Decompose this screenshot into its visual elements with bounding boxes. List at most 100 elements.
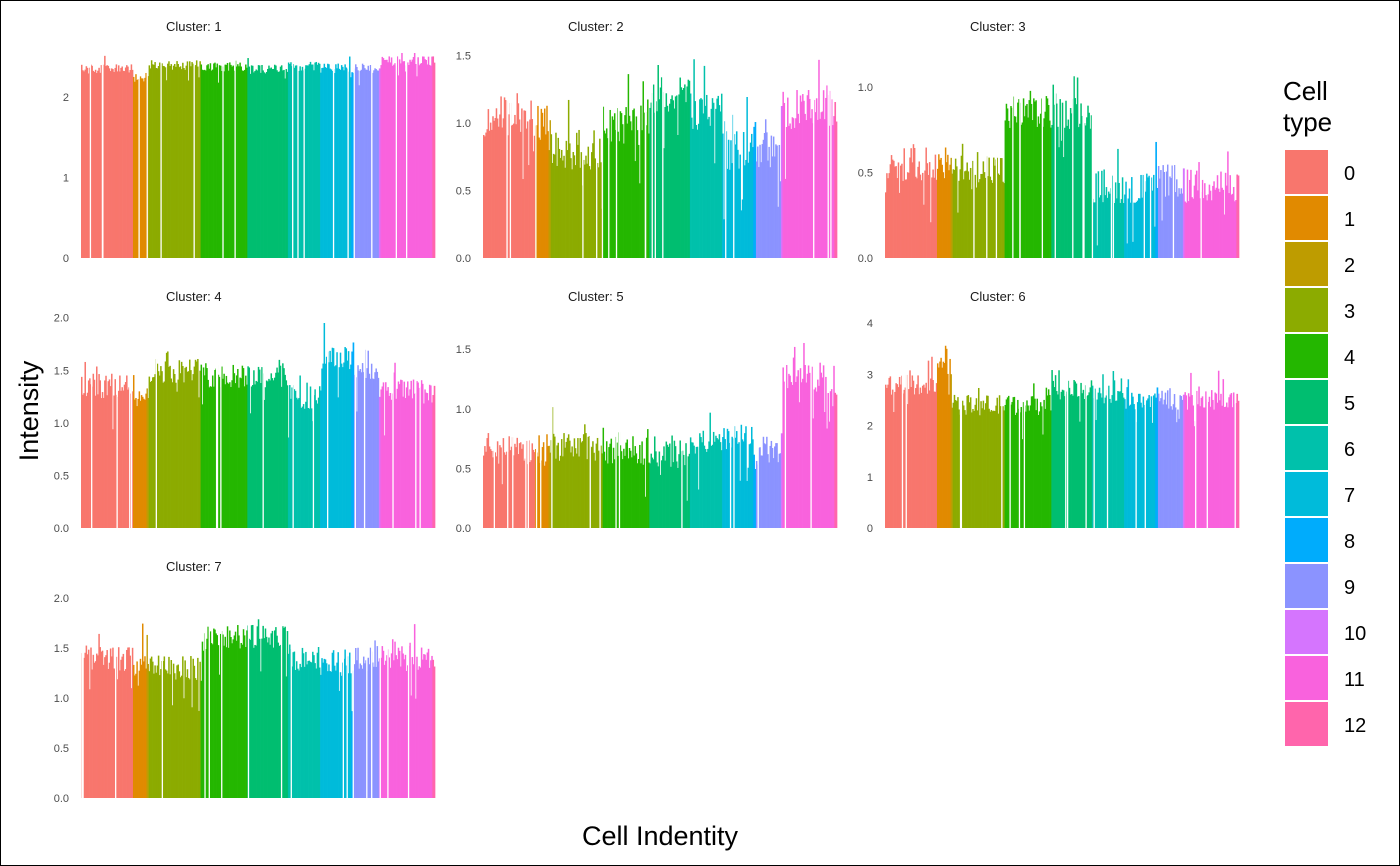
bar bbox=[538, 137, 540, 258]
bar bbox=[136, 661, 138, 798]
bar-gap bbox=[353, 48, 355, 258]
bar bbox=[942, 172, 945, 258]
bar bbox=[762, 139, 765, 258]
bar bbox=[235, 375, 238, 528]
y-tick-label: 0.5 bbox=[54, 470, 69, 482]
bar bbox=[516, 437, 519, 528]
bar bbox=[694, 453, 696, 528]
bar bbox=[385, 660, 387, 798]
bar bbox=[777, 206, 779, 258]
bar bbox=[814, 387, 817, 528]
bar bbox=[952, 169, 955, 258]
bar bbox=[1005, 103, 1008, 259]
bar bbox=[163, 381, 166, 528]
y-tick-label: 4 bbox=[867, 318, 873, 330]
bar bbox=[1140, 174, 1142, 258]
bar bbox=[141, 78, 144, 258]
bar bbox=[1077, 127, 1080, 258]
legend-key-10 bbox=[1285, 610, 1328, 654]
bar bbox=[176, 391, 178, 528]
bar bbox=[93, 379, 96, 528]
bar bbox=[1038, 123, 1041, 258]
bar bbox=[1191, 197, 1193, 258]
bar-gap bbox=[618, 318, 621, 528]
bar bbox=[1146, 400, 1148, 528]
bar bbox=[703, 445, 706, 528]
legend-key-6 bbox=[1285, 426, 1328, 470]
bar bbox=[230, 64, 232, 258]
bar bbox=[1166, 164, 1169, 258]
bar bbox=[1190, 372, 1192, 528]
bar bbox=[685, 443, 687, 528]
bar bbox=[677, 467, 679, 528]
bar bbox=[340, 363, 343, 528]
bar-gap bbox=[551, 318, 553, 528]
bar bbox=[1051, 124, 1053, 259]
bar bbox=[323, 323, 326, 528]
bar bbox=[1192, 198, 1195, 258]
bar bbox=[154, 62, 156, 258]
bar bbox=[1209, 190, 1212, 258]
legend-label: 9 bbox=[1344, 577, 1355, 599]
bar bbox=[788, 373, 790, 528]
bar bbox=[223, 645, 225, 798]
bar bbox=[1187, 201, 1190, 258]
bar bbox=[120, 67, 122, 259]
bar bbox=[805, 120, 808, 258]
bar bbox=[302, 404, 305, 528]
bar bbox=[1216, 402, 1219, 528]
bar bbox=[1096, 399, 1098, 528]
bar bbox=[1047, 105, 1050, 258]
bar bbox=[1014, 116, 1017, 258]
bar bbox=[908, 389, 910, 528]
bar bbox=[962, 179, 965, 258]
bar bbox=[271, 378, 274, 528]
bar bbox=[175, 66, 177, 258]
bar bbox=[1208, 184, 1211, 258]
bar bbox=[1163, 171, 1166, 258]
bar bbox=[247, 58, 249, 258]
bar bbox=[889, 164, 892, 258]
bar bbox=[494, 452, 497, 528]
bar-gap bbox=[813, 48, 815, 258]
bar bbox=[934, 154, 937, 258]
bar-gap bbox=[493, 318, 496, 528]
bar-gap bbox=[1065, 318, 1067, 528]
bar bbox=[678, 94, 680, 259]
bar bbox=[339, 69, 342, 258]
bar bbox=[355, 64, 357, 258]
bar bbox=[1156, 387, 1159, 528]
bar bbox=[684, 465, 686, 528]
bar bbox=[1118, 391, 1120, 528]
bar bbox=[178, 360, 181, 528]
bar bbox=[526, 121, 529, 258]
bar bbox=[192, 63, 194, 258]
bar bbox=[779, 181, 782, 258]
bar bbox=[1168, 408, 1170, 528]
bar bbox=[732, 438, 735, 528]
bar bbox=[687, 79, 690, 258]
bar bbox=[314, 62, 316, 258]
bar bbox=[409, 389, 411, 528]
bar bbox=[102, 397, 105, 528]
bar bbox=[277, 372, 279, 528]
bar bbox=[396, 56, 399, 258]
bar bbox=[263, 638, 266, 798]
bar bbox=[601, 453, 603, 528]
bar bbox=[629, 450, 632, 528]
bar bbox=[417, 669, 419, 798]
bar bbox=[1062, 390, 1065, 528]
bar bbox=[309, 61, 312, 258]
bar bbox=[660, 460, 663, 528]
bar bbox=[374, 640, 376, 798]
bar bbox=[402, 653, 404, 798]
bar bbox=[433, 62, 436, 258]
bar bbox=[304, 408, 306, 528]
bar bbox=[1226, 402, 1228, 528]
bar bbox=[1017, 102, 1019, 258]
bar bbox=[321, 68, 323, 259]
bar bbox=[308, 408, 311, 528]
bar bbox=[935, 383, 938, 528]
bar bbox=[650, 453, 653, 528]
